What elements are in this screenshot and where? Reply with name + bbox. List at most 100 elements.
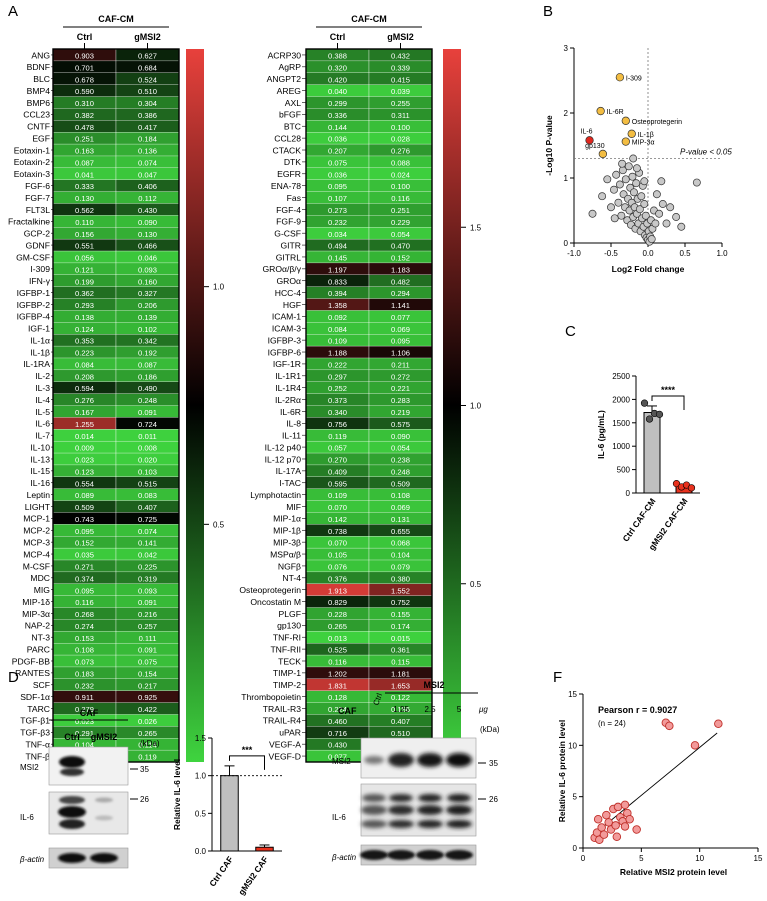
western-blot-e: CAF Ctrl MSI2 1.25 2.5 5 μg (kDa) MSI2 35 IL-6 26 β-… (331, 680, 500, 866)
heatmap-cell-value: 0.108 (391, 491, 410, 500)
heatmap-cell-value: 0.074 (138, 158, 157, 167)
heatmap-cell-value: 0.156 (75, 230, 94, 239)
heatmap-cell-value: 1.106 (391, 349, 410, 358)
y-tick-label: 2 (564, 109, 569, 118)
heatmap-cell-value: 0.130 (138, 230, 157, 239)
heatmap-cell-value: 0.340 (328, 408, 347, 417)
heatmap-cell-value: 0.023 (75, 456, 94, 465)
highlighted-point (596, 106, 605, 116)
heatmap-cell-value: 0.554 (75, 479, 94, 488)
data-point (637, 192, 646, 201)
data-point (604, 818, 613, 827)
heatmap-cell-value: 0.039 (391, 87, 410, 96)
y-tick-label: 1.0 (195, 772, 207, 781)
heatmap-cell-value: 0.123 (75, 467, 94, 476)
heatmap-row-label: CCL23 (23, 110, 50, 120)
heatmap-row-label: MDC (30, 573, 50, 583)
y-tick-label: 0 (564, 239, 569, 248)
heatmap-row-label: SDF-1α (20, 692, 50, 702)
heatmap-row-label: IL-1R4 (275, 383, 301, 393)
heatmap-row-label: TGF-β3 (20, 728, 50, 738)
kda-value: 26 (140, 795, 149, 804)
heatmap-row-label: IL-5 (35, 407, 50, 417)
y-tick-label: 1000 (612, 442, 630, 451)
data-point (632, 825, 641, 834)
heatmap-cell-value: 1.913 (328, 586, 347, 595)
heatmap-cell-value: 0.380 (391, 574, 410, 583)
band-il6-kd-2 (95, 815, 113, 821)
data-point (632, 179, 641, 188)
heatmap-cell-value: 0.320 (328, 63, 347, 72)
highlighted-point (621, 116, 630, 125)
heatmap-cell-value: 1.141 (391, 301, 410, 310)
heatmap-row-label: Lymphotactin (250, 490, 301, 500)
heatmap-row-label: MCP-1 (23, 514, 50, 524)
heatmap-cell-value: 1.181 (391, 669, 410, 678)
heatmap-cell-value: 0.265 (138, 729, 157, 738)
heatmap-row-label: IGFBP-1 (17, 288, 51, 298)
x-axis-label: Log2 Fold change (612, 264, 685, 274)
heatmap-row-label: Thrombopoietin (241, 692, 301, 702)
heatmap-cell-value: 0.130 (75, 194, 94, 203)
significance-stars: *** (242, 745, 253, 755)
kda-value: 35 (489, 759, 498, 768)
heatmap-cell-value: 0.057 (328, 444, 347, 453)
heatmap-cell-value: 0.084 (75, 360, 94, 369)
x-tick-label: -1.0 (567, 249, 581, 258)
dose-label: 5 (457, 705, 462, 714)
heatmap-row-label: LIGHT (25, 502, 51, 512)
heatmap-row-label: IL-1RA (23, 359, 50, 369)
heatmap-row-label: IGFBP-6 (268, 347, 302, 357)
lane-label: gMSI2 (91, 732, 118, 742)
panel-label-f: F (553, 669, 562, 686)
heatmap-cell-value: 1.197 (328, 265, 347, 274)
heatmap-cell-value: 0.100 (391, 182, 410, 191)
heatmap-row-label: FGF-7 (25, 193, 50, 203)
heatmap-cell-value: 0.034 (328, 230, 347, 239)
heatmap-cell-value: 0.829 (328, 598, 347, 607)
heatmap-cell-value: 0.311 (391, 111, 409, 120)
heatmap-cell-value: 0.417 (138, 123, 157, 132)
band-il6-ctrl-3 (59, 819, 85, 829)
heatmap-cell-value: 0.104 (75, 741, 94, 750)
heatmap-cell-value: 0.075 (328, 158, 347, 167)
fit-line (592, 732, 718, 837)
heatmap-row-label: IL-2Rα (275, 395, 301, 405)
heatmap-cell-value: 0.142 (328, 515, 347, 524)
heatmap-row-label: TARC (27, 704, 50, 714)
heatmap-cell-value: 0.046 (138, 254, 157, 263)
heatmap-row-label: IGF-1 (28, 324, 50, 334)
pearson-label: Pearson r = 0.9027 (598, 705, 677, 715)
heatmap-row-label: MCP-4 (23, 549, 50, 559)
heatmap-row-label: Fas (287, 193, 301, 203)
y-tick-label: 1.5 (195, 734, 207, 743)
heatmap-row-label: M-CSF (23, 561, 50, 571)
heatmap-cell-value: 0.068 (391, 539, 410, 548)
heatmap-cell-value: 0.551 (75, 242, 94, 251)
volcano-plot: 0 1 2 3 -1.0 -0.5 0.0 0.5 1.0 P-value < 0.05 I-309… (544, 44, 732, 274)
heatmap-cell-value: 0.141 (138, 539, 157, 548)
heatmap-cell-value: 0.257 (138, 622, 157, 631)
heatmap-cell-value: 0.627 (138, 52, 157, 61)
heatmap-cell-value: 0.144 (328, 123, 347, 132)
highlighted-label: gp130 (585, 143, 605, 150)
heatmap-cell-value: 0.379 (75, 705, 94, 714)
heatmap-cell-value: 0.283 (391, 396, 410, 405)
y-tick-label: 0 (573, 844, 578, 853)
heatmap-color-scale (443, 49, 461, 762)
heatmap-col-ctrl: Ctrl (330, 32, 346, 42)
y-tick-label: 2000 (612, 395, 630, 404)
data-point (658, 200, 667, 208)
data-point (652, 190, 661, 199)
blot-title: CAF (338, 706, 357, 716)
heatmap-cell-value: 0.079 (391, 562, 410, 571)
scale-tick-label: 1.0 (213, 283, 225, 292)
data-point (647, 235, 656, 244)
heatmap-cell-value: 0.008 (138, 444, 157, 453)
heatmap-cell-value: 0.009 (75, 444, 94, 453)
heatmap-cell-value: 0.299 (328, 99, 347, 108)
band-actin (445, 850, 473, 860)
heatmap-cell-value: 0.415 (391, 75, 410, 84)
heatmap-row-label: Oncostatin M (250, 597, 301, 607)
heatmap-cell-value: 0.382 (75, 111, 94, 120)
